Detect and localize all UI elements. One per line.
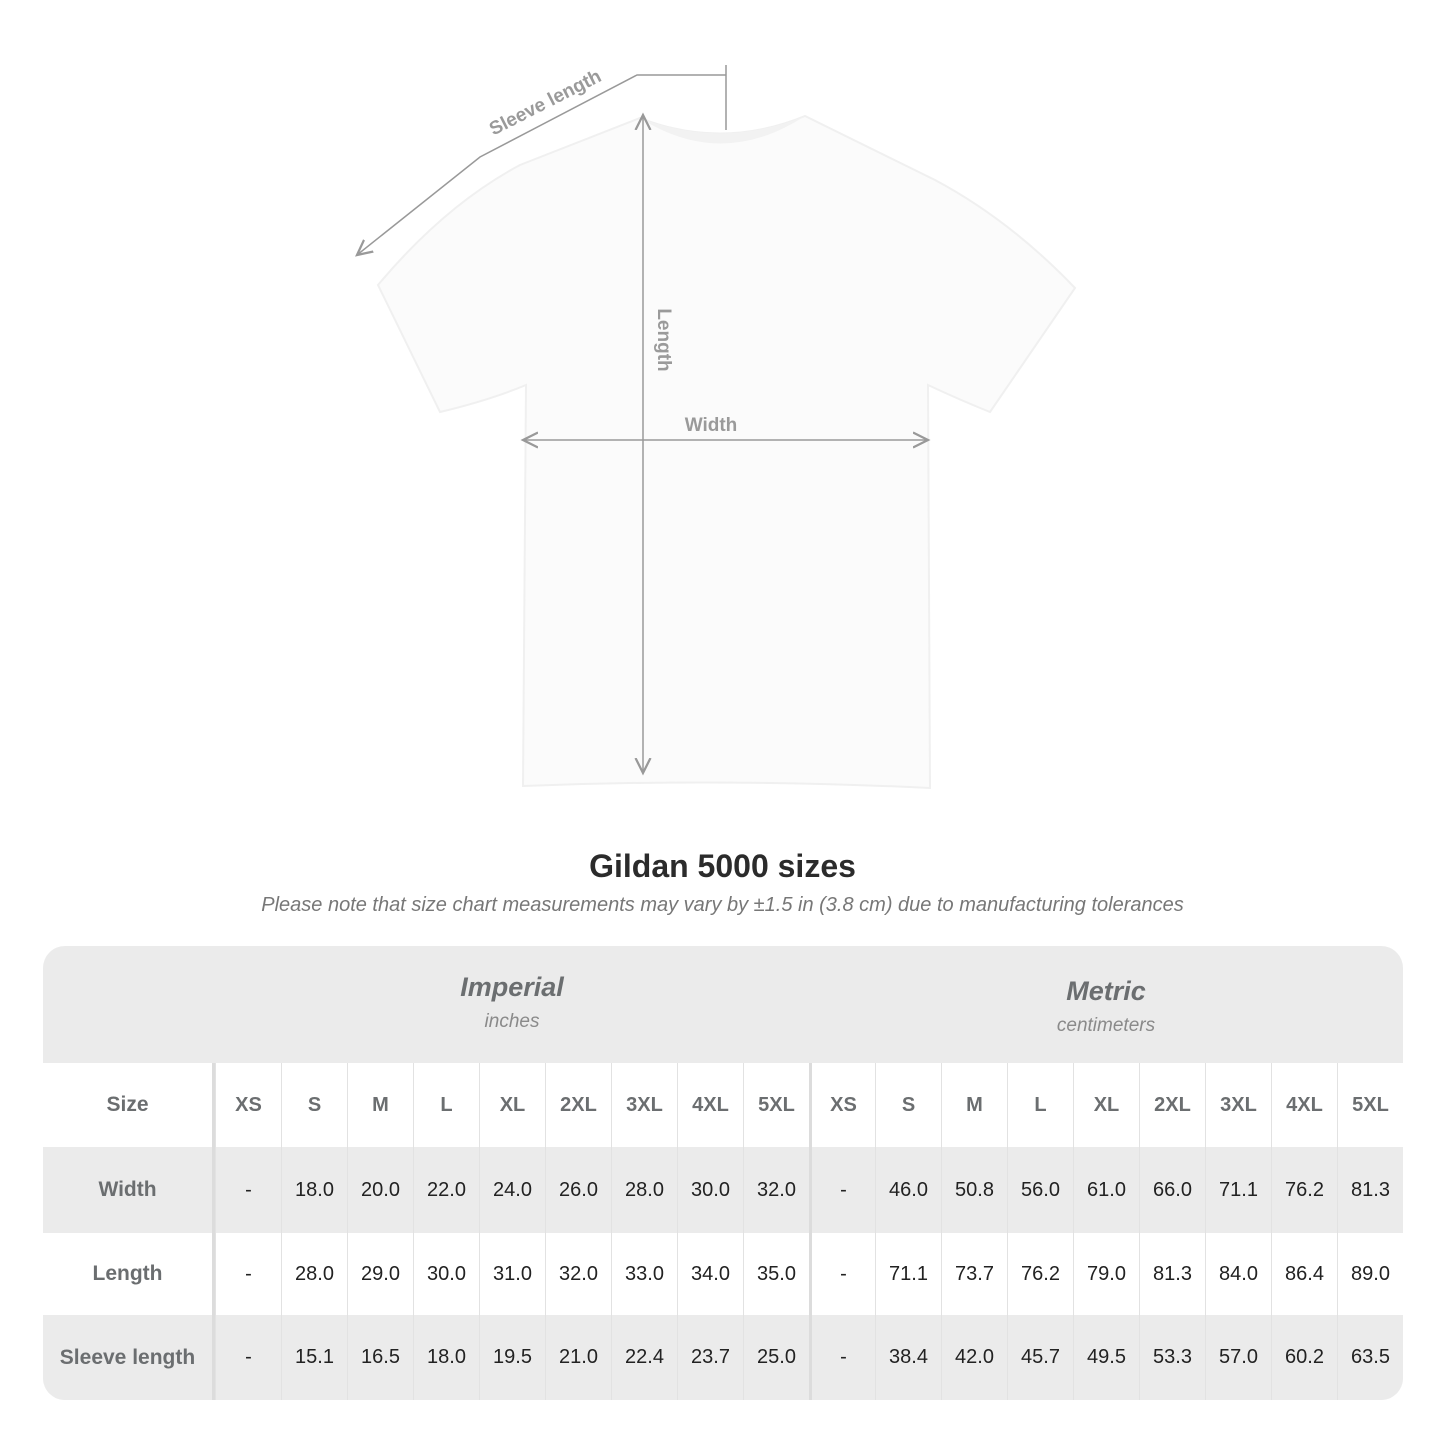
length-label: Length (653, 308, 674, 371)
value-cell: 73.7 (941, 1233, 1007, 1315)
value-cell: 16.5 (347, 1315, 413, 1400)
row-label: Length (43, 1233, 215, 1315)
value-cell: 30.0 (413, 1233, 479, 1315)
size-header-cell: M (347, 1063, 413, 1147)
imperial-header: Imperial inches (215, 946, 809, 1063)
imperial-unit: inches (484, 1011, 540, 1032)
value-cell: 86.4 (1271, 1233, 1337, 1315)
table-row-sleeve-length: Sleeve length -15.1 16.5 18.0 19.5 21.0 22.4 23… (43, 1315, 1403, 1400)
value-cell: 22.4 (611, 1315, 677, 1400)
size-header-row: Size XS S M L XL 2XL 3XL 4XL 5XL XS S M L XL 2XL 3XL 4XL 5… (43, 1063, 1403, 1147)
size-header-cell: 4XL (1271, 1063, 1337, 1147)
size-header-cell: XL (479, 1063, 545, 1147)
value-cell: 21.0 (545, 1315, 611, 1400)
value-cell: 31.0 (479, 1233, 545, 1315)
value-cell: - (215, 1147, 281, 1233)
row-label: Sleeve length (43, 1315, 215, 1400)
metric-title: Metric (1066, 976, 1146, 1006)
value-cell: 56.0 (1007, 1147, 1073, 1233)
value-cell: 49.5 (1073, 1315, 1139, 1400)
value-cell: 19.5 (479, 1315, 545, 1400)
value-cell: 63.5 (1337, 1315, 1403, 1400)
value-cell: 53.3 (1139, 1315, 1205, 1400)
tolerance-note: Please note that size chart measurements… (261, 894, 1184, 916)
value-cell: 29.0 (347, 1233, 413, 1315)
sleeve-measure-line (357, 74, 726, 255)
value-cell: 81.3 (1337, 1147, 1403, 1233)
value-cell: 15.1 (281, 1315, 347, 1400)
value-cell: 71.1 (1205, 1147, 1271, 1233)
value-cell: 26.0 (545, 1147, 611, 1233)
value-cell: 33.0 (611, 1233, 677, 1315)
value-cell: 81.3 (1139, 1233, 1205, 1315)
size-header-cell: XS (809, 1063, 875, 1147)
value-cell: 76.2 (1271, 1147, 1337, 1233)
value-cell: 35.0 (743, 1233, 809, 1315)
size-header-cell: 2XL (545, 1063, 611, 1147)
value-cell: 84.0 (1205, 1233, 1271, 1315)
value-cell: 42.0 (941, 1315, 1007, 1400)
value-cell: 30.0 (677, 1147, 743, 1233)
size-header-cell: 5XL (1337, 1063, 1403, 1147)
value-cell: - (809, 1147, 875, 1233)
value-cell: 25.0 (743, 1315, 809, 1400)
size-header-cell: XL (1073, 1063, 1139, 1147)
value-cell: - (215, 1315, 281, 1400)
value-cell: 18.0 (281, 1147, 347, 1233)
value-cell: - (809, 1233, 875, 1315)
size-header-cell: S (281, 1063, 347, 1147)
value-cell: 66.0 (1139, 1147, 1205, 1233)
size-header-cell: 2XL (1139, 1063, 1205, 1147)
value-cell: 45.7 (1007, 1315, 1073, 1400)
value-cell: 38.4 (875, 1315, 941, 1400)
size-header-cell: M (941, 1063, 1007, 1147)
value-cell: 34.0 (677, 1233, 743, 1315)
size-header-cell: L (413, 1063, 479, 1147)
size-header-cell: S (875, 1063, 941, 1147)
value-cell: 28.0 (281, 1233, 347, 1315)
value-cell: 46.0 (875, 1147, 941, 1233)
value-cell: 32.0 (545, 1233, 611, 1315)
value-cell: - (809, 1315, 875, 1400)
collar (640, 116, 805, 144)
value-cell: 60.2 (1271, 1315, 1337, 1400)
value-cell: 32.0 (743, 1147, 809, 1233)
size-header-cell: XS (215, 1063, 281, 1147)
value-cell: 57.0 (1205, 1315, 1271, 1400)
row-label: Size (43, 1063, 215, 1147)
sleeve-length-label: Sleeve length (486, 66, 605, 140)
row-label: Width (43, 1147, 215, 1233)
tshirt-diagram: Sleeve length Length Width (0, 65, 1077, 790)
size-header-cell: 5XL (743, 1063, 809, 1147)
imperial-title: Imperial (460, 972, 564, 1002)
size-header-cell: 4XL (677, 1063, 743, 1147)
value-cell: 18.0 (413, 1315, 479, 1400)
size-header-cell: 3XL (1205, 1063, 1271, 1147)
value-cell: 89.0 (1337, 1233, 1403, 1315)
chart-title: Gildan 5000 sizes (589, 848, 856, 884)
size-table: Imperial inches Metric centimeters Size X… (43, 946, 1403, 1400)
size-header-cell: 3XL (611, 1063, 677, 1147)
metric-header: Metric centimeters (809, 946, 1403, 1063)
size-header-cell: L (1007, 1063, 1073, 1147)
width-label: Width (685, 415, 738, 436)
value-cell: 61.0 (1073, 1147, 1139, 1233)
value-cell: 22.0 (413, 1147, 479, 1233)
value-cell: - (215, 1233, 281, 1315)
value-cell: 28.0 (611, 1147, 677, 1233)
value-cell: 24.0 (479, 1147, 545, 1233)
tshirt-shape (376, 114, 1077, 790)
value-cell: 20.0 (347, 1147, 413, 1233)
value-cell: 50.8 (941, 1147, 1007, 1233)
value-cell: 23.7 (677, 1315, 743, 1400)
table-row-width: Width -18.0 20.0 22.0 24.0 26.0 28.0 30.0 32.0-4… (43, 1147, 1403, 1233)
value-cell: 76.2 (1007, 1233, 1073, 1315)
value-cell: 71.1 (875, 1233, 941, 1315)
value-cell: 79.0 (1073, 1233, 1139, 1315)
metric-unit: centimeters (1056, 1015, 1156, 1036)
table-row-length: Length -28.0 29.0 30.0 31.0 32.0 33.0 34.0 35.0-… (43, 1233, 1403, 1315)
